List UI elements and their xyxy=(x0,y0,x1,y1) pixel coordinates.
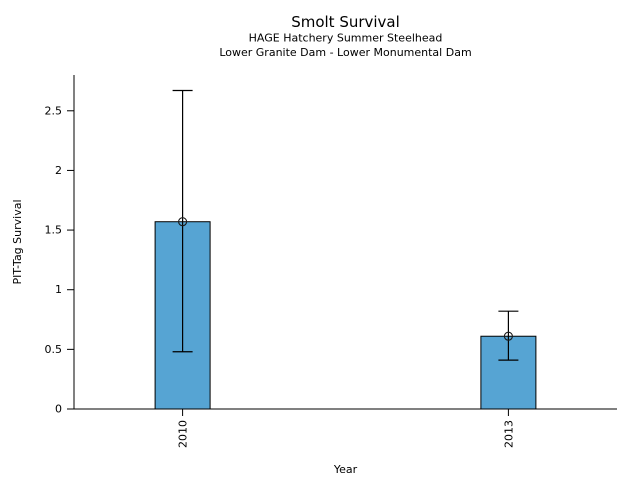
y-tick-label: 0 xyxy=(55,403,62,416)
chart-subtitle-line1: HAGE Hatchery Summer Steelhead xyxy=(249,32,443,45)
y-tick-label: 2.5 xyxy=(45,104,63,117)
y-tick-label: 0.5 xyxy=(45,343,63,356)
y-axis-label: PIT-Tag Survival xyxy=(11,199,24,284)
x-tick-label: 2013 xyxy=(502,420,515,448)
point-marker xyxy=(178,217,188,227)
x-tick-label: 2010 xyxy=(177,420,190,448)
y-tick-label: 1.5 xyxy=(45,224,63,237)
point-marker xyxy=(503,331,513,341)
chart-subtitle-line2: Lower Granite Dam - Lower Monumental Dam xyxy=(219,46,471,59)
x-axis-label: Year xyxy=(333,463,358,476)
chart-title: Smolt Survival xyxy=(291,13,400,31)
y-tick-label: 2 xyxy=(55,164,62,177)
plot-area: 0 0.5 1 1.5 2 2.5 2010 2013 xyxy=(45,75,617,448)
y-tick-label: 1 xyxy=(55,283,62,296)
